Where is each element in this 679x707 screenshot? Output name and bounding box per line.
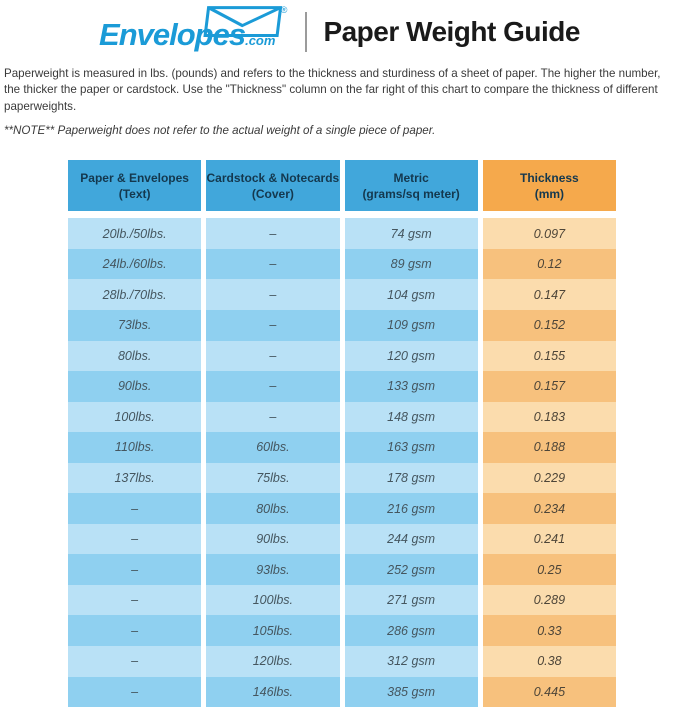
table-cell-text: 90lbs. — [68, 371, 202, 402]
logo-suffix: .com — [245, 33, 276, 48]
table-cell-metric: 148 gsm — [344, 401, 478, 433]
table-cell-thickness: 0.147 — [482, 279, 616, 310]
column-header-sublabel: (Text) — [118, 186, 151, 201]
page-title: Paper Weight Guide — [323, 16, 580, 47]
column-header-sublabel: (Cover) — [251, 186, 294, 201]
envelopes-logo: ® Envelopes.com — [99, 5, 289, 53]
column-header-paper-envelopes: Paper & Envelopes (Text) — [68, 160, 202, 212]
table-cell-text: 137lbs. — [68, 462, 202, 494]
table-cell-text: – — [68, 493, 202, 524]
table-cell-text: 100lbs. — [68, 401, 202, 433]
table-cell-cover: 100lbs. — [206, 584, 340, 616]
table-cell-thickness: 0.188 — [482, 432, 616, 463]
column-header-metric: Metric (grams/sq meter) — [344, 160, 478, 212]
table-cell-thickness: 0.38 — [482, 646, 616, 677]
table-cell-cover: – — [206, 248, 340, 280]
table-cell-metric: 286 gsm — [344, 615, 478, 647]
table-cell-thickness: 0.241 — [482, 523, 616, 555]
column-header-label: Metric — [393, 170, 429, 185]
table-cell-text: 80lbs. — [68, 340, 202, 372]
table-cell-cover: 75lbs. — [206, 462, 340, 494]
table-cell-thickness: 0.25 — [482, 554, 616, 585]
table-cell-cover: – — [206, 218, 340, 249]
header: ® Envelopes.com Paper Weight Guide — [0, 0, 679, 56]
table-cell-text: – — [68, 646, 202, 677]
table-cell-metric: 89 gsm — [344, 248, 478, 280]
header-divider — [305, 12, 308, 52]
column-header-label: Cardstock & Notecards — [206, 170, 340, 185]
table-cell-cover: – — [206, 340, 340, 372]
table-cell-thickness: 0.183 — [482, 401, 616, 433]
registered-trademark-icon: ® — [280, 5, 288, 15]
intro-paragraph: Paperweight is measured in lbs. (pounds)… — [4, 67, 661, 113]
table-cell-text: 20lb./50lbs. — [68, 218, 202, 249]
table-cell-text: – — [68, 554, 202, 585]
table-cell-text: 110lbs. — [68, 432, 202, 463]
table-cell-thickness: 0.289 — [482, 584, 616, 616]
table-cell-cover: – — [206, 371, 340, 402]
table-cell-metric: 104 gsm — [344, 279, 478, 310]
column-header-sublabel: (grams/sq meter) — [362, 186, 460, 201]
table-cell-cover: – — [206, 401, 340, 433]
table-cell-text: 28lb./70lbs. — [68, 279, 202, 310]
paper-weight-table: Paper & Envelopes (Text) Cardstock & Not… — [68, 160, 616, 707]
table-cell-text: – — [68, 523, 202, 555]
table-cell-metric: 74 gsm — [344, 218, 478, 249]
table-cell-metric: 163 gsm — [344, 432, 478, 463]
table-cell-cover: – — [206, 310, 340, 341]
table-cell-cover: – — [206, 279, 340, 310]
table-cell-text: – — [68, 615, 202, 647]
logo-text: Envelopes — [99, 17, 246, 52]
table-cell-cover: 120lbs. — [206, 646, 340, 677]
table-cell-cover: 60lbs. — [206, 432, 340, 463]
table-cell-text: – — [68, 676, 202, 707]
table-cell-text: 73lbs. — [68, 310, 202, 341]
table-cell-metric: 178 gsm — [344, 462, 478, 494]
table-cell-thickness: 0.097 — [482, 218, 616, 249]
table-cell-metric: 312 gsm — [344, 646, 478, 677]
note-paragraph: **NOTE** Paperweight does not refer to t… — [4, 124, 436, 138]
table-cell-cover: 90lbs. — [206, 523, 340, 555]
table-cell-cover: 105lbs. — [206, 615, 340, 647]
column-header-thickness: Thickness (mm) — [482, 160, 616, 212]
table-cell-text: 24lb./60lbs. — [68, 248, 202, 280]
table-cell-metric: 244 gsm — [344, 523, 478, 555]
table-cell-cover: 146lbs. — [206, 676, 340, 707]
table-cell-cover: 80lbs. — [206, 493, 340, 524]
column-header-cardstock-notecards: Cardstock & Notecards (Cover) — [206, 160, 340, 212]
table-cell-thickness: 0.155 — [482, 340, 616, 372]
column-header-label: Paper & Envelopes — [80, 170, 189, 185]
table-cell-thickness: 0.445 — [482, 676, 616, 707]
table-cell-thickness: 0.157 — [482, 371, 616, 402]
table-cell-thickness: 0.12 — [482, 248, 616, 280]
table-cell-thickness: 0.152 — [482, 310, 616, 341]
table-cell-thickness: 0.33 — [482, 615, 616, 647]
table-cell-metric: 252 gsm — [344, 554, 478, 585]
table-cell-text: – — [68, 584, 202, 616]
table-cell-metric: 109 gsm — [344, 310, 478, 341]
table-cell-thickness: 0.229 — [482, 462, 616, 494]
table-cell-cover: 93lbs. — [206, 554, 340, 585]
column-header-sublabel: (mm) — [534, 186, 565, 201]
table-cell-metric: 133 gsm — [344, 371, 478, 402]
table-cell-metric: 216 gsm — [344, 493, 478, 524]
table-body: 20lb./50lbs. –74 gsm 0.097 24lb./60lbs. –89 … — [68, 218, 616, 707]
table-cell-metric: 120 gsm — [344, 340, 478, 372]
table-header-row: Paper & Envelopes (Text) Cardstock & Not… — [68, 160, 616, 212]
column-header-label: Thickness — [520, 170, 579, 185]
table-cell-thickness: 0.234 — [482, 493, 616, 524]
table-cell-metric: 385 gsm — [344, 676, 478, 707]
table-cell-metric: 271 gsm — [344, 584, 478, 616]
